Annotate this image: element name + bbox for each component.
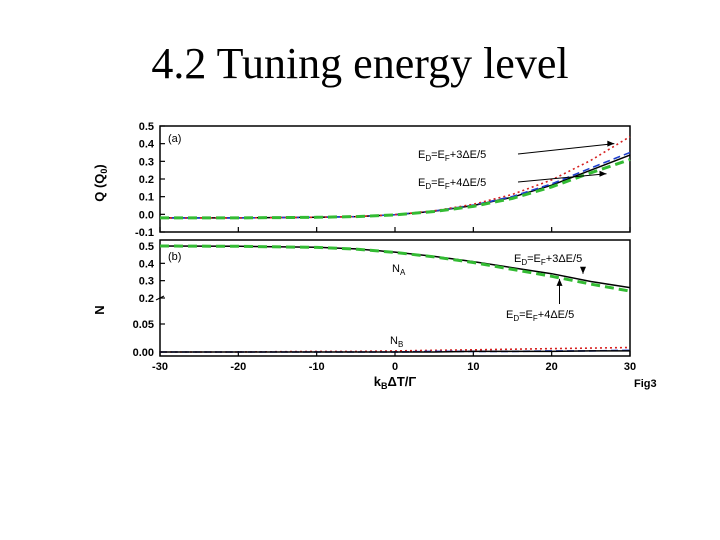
panel-b-xtick-label: 30 bbox=[624, 361, 636, 373]
panel-a-ytick-label: 0.3 bbox=[139, 156, 154, 168]
panel-a-annotation-arrow bbox=[517, 173, 607, 183]
panel-b-ylabel: N bbox=[92, 305, 107, 314]
panel-b-xtick-label: -10 bbox=[309, 361, 325, 373]
panel-b-xtick-label: -30 bbox=[152, 361, 168, 373]
panel-a-ytick-label: 0.2 bbox=[139, 174, 154, 186]
panel-b-ytick-label: 0.4 bbox=[139, 258, 155, 270]
panel-a-series-line bbox=[160, 135, 631, 219]
slide-title: 4.2 Tuning energy level bbox=[151, 39, 569, 88]
panel-b-ytick-label: 0.00 bbox=[133, 347, 154, 359]
panel-a-label: (a) bbox=[168, 133, 181, 145]
panel-a-ytick-label: 0.4 bbox=[139, 139, 155, 151]
panel-a-ytick-label: -0.1 bbox=[135, 227, 154, 239]
panel-a-frame bbox=[159, 125, 631, 233]
panel-a-series-line bbox=[160, 158, 631, 220]
figure-label: Fig3 bbox=[634, 378, 657, 390]
panel-a-series-line bbox=[160, 151, 631, 219]
panel-b-series-line bbox=[160, 350, 630, 353]
panel-b-xlabel: kB​ΔT/Γ bbox=[374, 374, 417, 391]
panel-a-arrowhead bbox=[607, 140, 615, 147]
panel-a-series-line bbox=[160, 154, 631, 219]
panel-a-annotation: ED​=EF​+3ΔE/5 bbox=[418, 149, 486, 163]
panel-a-ytick-label: 0.0 bbox=[139, 209, 154, 221]
panel-b-axis-break bbox=[155, 295, 165, 301]
panel-a-ylabel: Q (Q0) bbox=[92, 164, 109, 202]
panel-b-series-line bbox=[159, 244, 631, 293]
panel-a-arrowhead bbox=[599, 170, 607, 177]
panel-b-xtick-label: 10 bbox=[467, 361, 479, 373]
panel-a-annotation-arrow bbox=[517, 143, 615, 155]
panel-b-label: (b) bbox=[168, 251, 181, 263]
panel-b-chart: 0.00 0.05 0.2 0.3 0.4 0.5 -30 -20 -10 0 10 20 30 NkB​… bbox=[92, 239, 636, 391]
panel-a-ytick-label: 0.5 bbox=[139, 121, 154, 133]
panel-b-xtick-label: 20 bbox=[546, 361, 558, 373]
panel-b-xtick-label: -20 bbox=[230, 361, 246, 373]
panel-b-annotation: ED​=EF​+4ΔE/5 bbox=[506, 309, 574, 323]
panel-b-ytick-label: 0.5 bbox=[139, 241, 154, 253]
panel-b-ytick-label: 0.2 bbox=[139, 293, 154, 305]
panel-b-arrowhead bbox=[580, 266, 586, 274]
panel-b-curve-label: NB​ bbox=[390, 335, 403, 349]
panel-b-annotation: ED​=EF​+3ΔE/5 bbox=[514, 253, 582, 267]
panel-b-arrowhead bbox=[556, 278, 563, 286]
panel-b-xtick-label: 0 bbox=[392, 361, 398, 373]
panel-a-chart: -0.1 0.0 0.1 0.2 0.3 0.4 0.5 Q (Q0) (a) ED​=EF​+3… bbox=[92, 121, 631, 239]
panel-a-ytick-label: 0.1 bbox=[139, 192, 154, 204]
panel-a-annotation: ED​=EF​+4ΔE/5 bbox=[418, 177, 486, 191]
panel-b-ytick-label: 0.05 bbox=[133, 319, 154, 331]
panel-b-ytick-label: 0.3 bbox=[139, 276, 154, 288]
panel-b-curve-label: NA​ bbox=[392, 263, 406, 277]
